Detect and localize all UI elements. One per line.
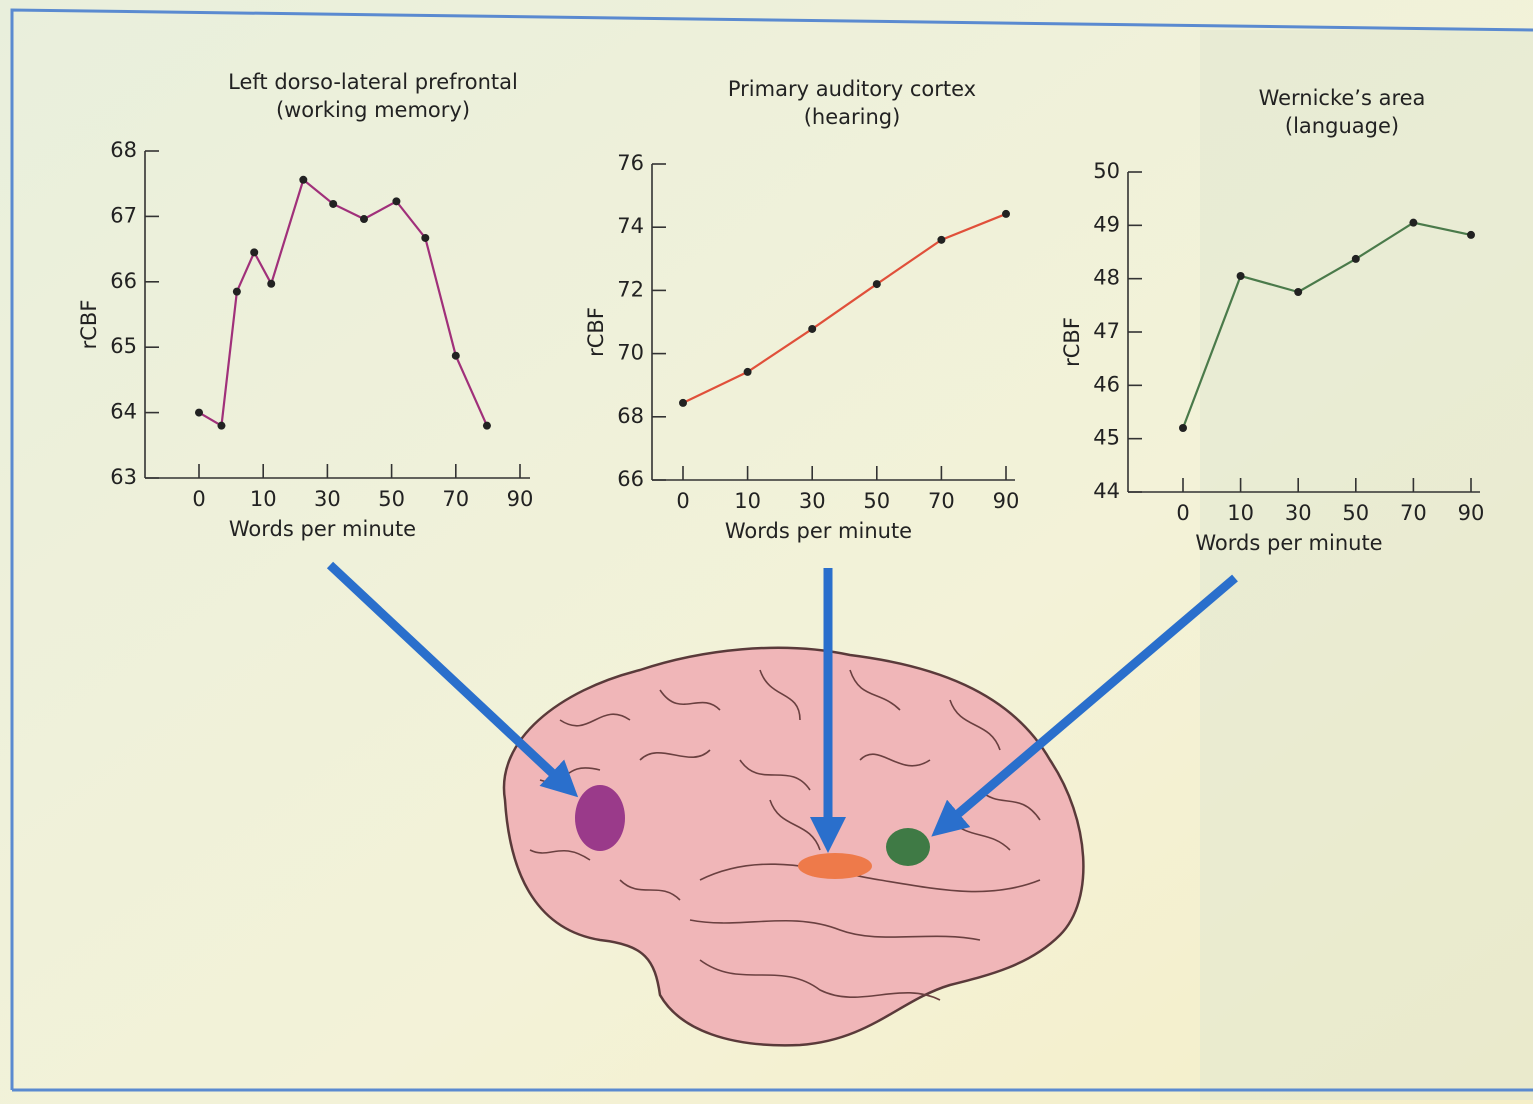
x-tick-label: 30 (799, 489, 826, 513)
x-tick-label: 10 (250, 487, 277, 511)
x-tick-label: 70 (442, 487, 469, 511)
y-tick-label: 64 (110, 400, 137, 424)
data-point (250, 248, 258, 256)
y-tick-label: 67 (110, 203, 137, 227)
data-point (873, 280, 881, 288)
chart-title: Wernicke’s area (1259, 86, 1426, 110)
x-axis-label: Words per minute (1195, 531, 1382, 555)
data-point (217, 422, 225, 430)
figure: Left dorso-lateral prefrontal (working me… (0, 0, 1533, 1104)
chart-title: Primary auditory cortex (728, 77, 976, 101)
data-point (360, 215, 368, 223)
data-point (679, 399, 687, 407)
data-point (1002, 210, 1010, 218)
data-point (421, 234, 429, 242)
y-tick-label: 47 (1093, 319, 1120, 343)
data-point (1467, 231, 1475, 239)
chart-subtitle: (language) (1285, 114, 1399, 138)
chart-subtitle: (working memory) (276, 98, 470, 122)
y-tick-label: 74 (617, 214, 644, 238)
y-axis-label: rCBF (77, 300, 101, 350)
x-tick-label: 0 (192, 487, 205, 511)
x-tick-label: 0 (1176, 501, 1189, 525)
x-tick-label: 0 (676, 489, 689, 513)
y-tick-label: 66 (110, 269, 137, 293)
y-tick-label: 70 (617, 341, 644, 365)
data-point (329, 200, 337, 208)
x-tick-label: 10 (734, 489, 761, 513)
data-point (1409, 219, 1417, 227)
y-tick-label: 65 (110, 334, 137, 358)
y-tick-label: 66 (617, 467, 644, 491)
chart-title: Left dorso-lateral prefrontal (228, 70, 518, 94)
x-tick-label: 70 (1400, 501, 1427, 525)
x-tick-label: 50 (863, 489, 890, 513)
y-tick-label: 68 (110, 138, 137, 162)
x-axis-label: Words per minute (725, 519, 912, 543)
x-tick-label: 90 (993, 489, 1020, 513)
data-point (937, 236, 945, 244)
x-tick-label: 50 (1342, 501, 1369, 525)
x-tick-label: 30 (314, 487, 341, 511)
y-axis-label: rCBF (1060, 317, 1084, 367)
y-tick-label: 44 (1093, 479, 1120, 503)
x-tick-label: 50 (378, 487, 405, 511)
data-point (483, 422, 491, 430)
y-tick-label: 68 (617, 404, 644, 428)
data-point (195, 409, 203, 417)
data-point (392, 197, 400, 205)
chart-subtitle: (hearing) (804, 105, 901, 129)
side-panel (1200, 30, 1533, 1100)
x-tick-label: 30 (1285, 501, 1312, 525)
x-tick-label: 10 (1227, 501, 1254, 525)
y-tick-label: 46 (1093, 372, 1120, 396)
x-axis-label: Words per minute (229, 517, 416, 541)
x-tick-label: 90 (507, 487, 534, 511)
data-point (808, 325, 816, 333)
y-axis-label: rCBF (584, 307, 608, 357)
y-tick-label: 76 (617, 151, 644, 175)
data-point (1352, 255, 1360, 263)
data-point (233, 288, 241, 296)
x-tick-label: 90 (1458, 501, 1485, 525)
y-tick-label: 45 (1093, 426, 1120, 450)
data-point (744, 368, 752, 376)
data-point (1237, 272, 1245, 280)
y-tick-label: 72 (617, 277, 644, 301)
y-tick-label: 49 (1093, 212, 1120, 236)
y-tick-label: 48 (1093, 266, 1120, 290)
y-tick-label: 63 (110, 465, 137, 489)
data-point (1294, 288, 1302, 296)
y-tick-label: 50 (1093, 159, 1120, 183)
x-tick-label: 70 (928, 489, 955, 513)
data-point (299, 176, 307, 184)
data-point (1179, 424, 1187, 432)
data-point (452, 352, 460, 360)
data-point (267, 280, 275, 288)
